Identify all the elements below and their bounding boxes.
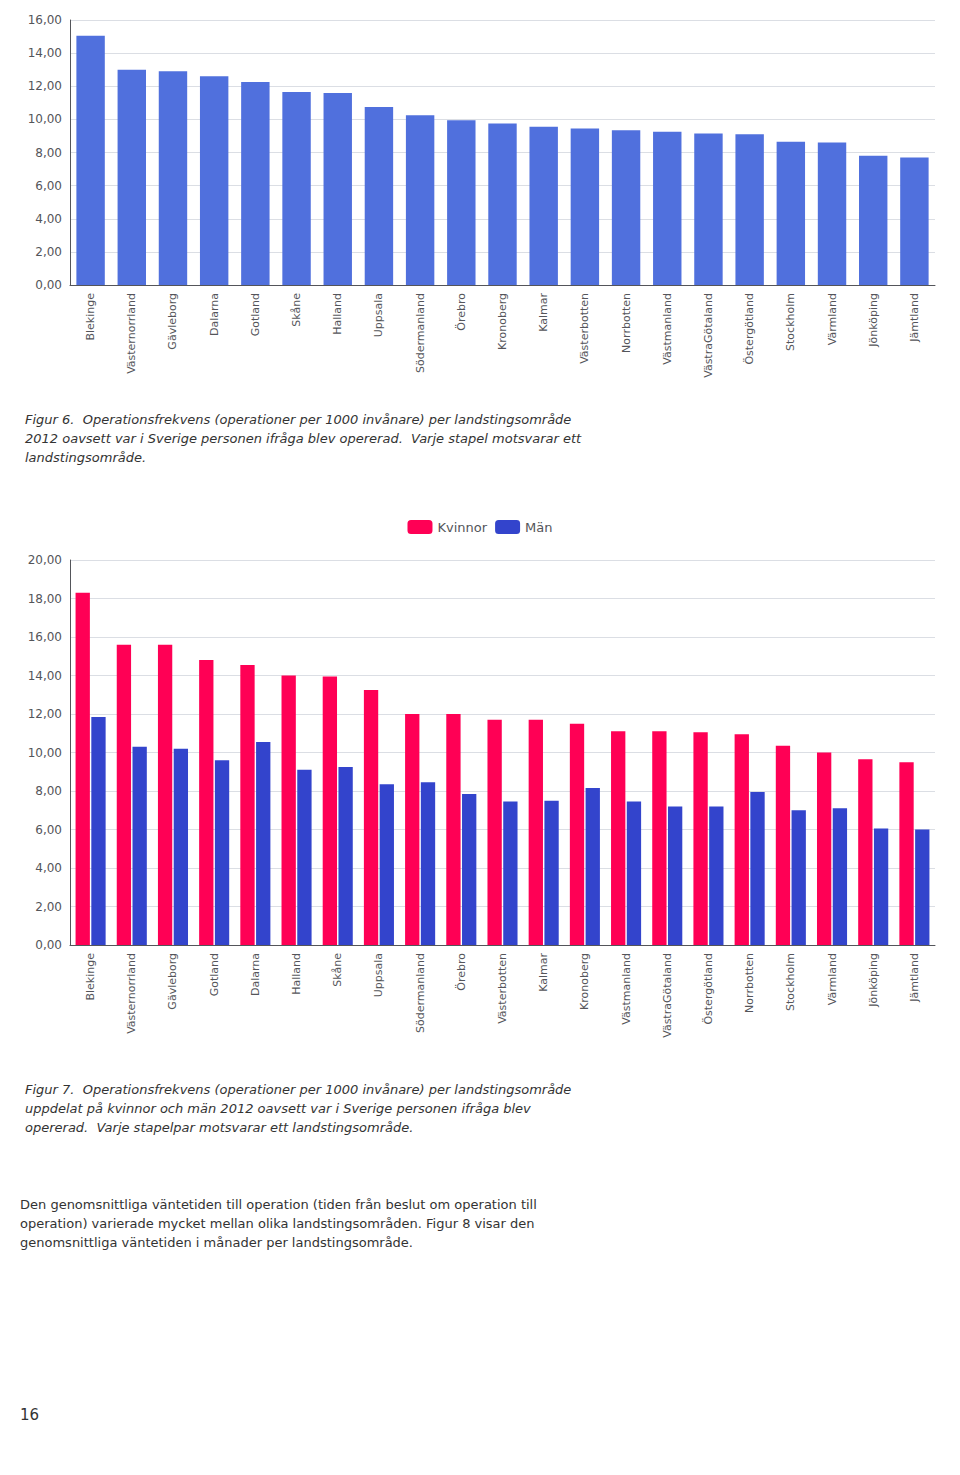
svg-text:Kvinnor: Kvinnor (437, 520, 487, 535)
svg-text:Kronoberg: Kronoberg (496, 293, 509, 350)
svg-text:Figur 6. Operationsfrekvens (: Figur 6. Operationsfrekvens (operationer… (25, 412, 571, 427)
svg-text:Halland: Halland (290, 953, 303, 995)
svg-text:2,00: 2,00 (35, 245, 62, 259)
svg-text:Östergötland: Östergötland (702, 953, 715, 1025)
svg-text:Östergötland: Östergötland (743, 293, 756, 365)
svg-text:Dalarna: Dalarna (249, 953, 262, 996)
svg-text:12,00: 12,00 (28, 707, 62, 721)
svg-text:10,00: 10,00 (28, 746, 62, 760)
svg-text:14,00: 14,00 (28, 46, 62, 60)
svg-text:Skåne: Skåne (290, 293, 303, 327)
svg-text:landstingsområde.: landstingsområde. (25, 450, 146, 465)
svg-text:Gävleborg: Gävleborg (166, 953, 179, 1010)
svg-text:Blekinge: Blekinge (84, 293, 97, 341)
svg-text:Västerbotten: Västerbotten (496, 953, 509, 1024)
svg-text:8,00: 8,00 (35, 146, 62, 160)
svg-text:Västmanland: Västmanland (620, 953, 633, 1025)
svg-text:Uppsala: Uppsala (372, 953, 385, 997)
svg-text:Skåne: Skåne (331, 953, 344, 987)
svg-text:Södermanland: Södermanland (414, 293, 427, 373)
svg-text:20,00: 20,00 (28, 553, 62, 567)
svg-text:Västernorrland: Västernorrland (125, 953, 138, 1034)
svg-text:operation) varierade mycket me: operation) varierade mycket mellan olika… (20, 1216, 535, 1231)
svg-text:16: 16 (20, 1406, 39, 1424)
svg-text:Kalmar: Kalmar (537, 293, 550, 332)
svg-text:Södermanland: Södermanland (414, 953, 427, 1033)
svg-text:16,00: 16,00 (28, 630, 62, 644)
svg-text:Dalarna: Dalarna (208, 293, 221, 336)
svg-text:Män: Män (525, 520, 552, 535)
svg-text:Värmland: Värmland (826, 293, 839, 345)
svg-text:2012 oavsett var i Sverige per: 2012 oavsett var i Sverige personen ifrå… (25, 431, 582, 446)
svg-text:VästraGötaland: VästraGötaland (661, 953, 674, 1038)
svg-text:4,00: 4,00 (35, 212, 62, 226)
svg-text:8,00: 8,00 (35, 784, 62, 798)
svg-text:0,00: 0,00 (35, 938, 62, 952)
svg-text:Figur 7. Operationsfrekvens (: Figur 7. Operationsfrekvens (operationer… (25, 1082, 571, 1097)
svg-text:Norrbotten: Norrbotten (620, 293, 633, 353)
svg-text:uppdelat på kvinnor och män 20: uppdelat på kvinnor och män 2012 oavsett… (25, 1101, 531, 1116)
svg-text:VästraGötaland: VästraGötaland (702, 293, 715, 378)
svg-text:Västernorrland: Västernorrland (125, 293, 138, 374)
svg-text:Jämtland: Jämtland (908, 293, 921, 343)
svg-text:Gotland: Gotland (208, 953, 221, 996)
svg-text:Norrbotten: Norrbotten (743, 953, 756, 1013)
svg-text:Värmland: Värmland (826, 953, 839, 1005)
svg-text:10,00: 10,00 (28, 112, 62, 126)
svg-text:6,00: 6,00 (35, 823, 62, 837)
svg-text:Uppsala: Uppsala (372, 293, 385, 337)
svg-text:Örebro: Örebro (455, 953, 468, 991)
svg-text:Jämtland: Jämtland (908, 953, 921, 1003)
svg-text:12,00: 12,00 (28, 79, 62, 93)
svg-text:6,00: 6,00 (35, 179, 62, 193)
svg-text:Blekinge: Blekinge (84, 953, 97, 1001)
svg-text:opererad. Varje stapelpar mot: opererad. Varje stapelpar motsvarar ett … (25, 1120, 413, 1135)
svg-text:Gotland: Gotland (249, 293, 262, 336)
svg-text:18,00: 18,00 (28, 592, 62, 606)
svg-text:Jönköping: Jönköping (867, 953, 880, 1008)
svg-text:Gävleborg: Gävleborg (166, 293, 179, 350)
svg-text:Kronoberg: Kronoberg (578, 953, 591, 1010)
svg-text:14,00: 14,00 (28, 669, 62, 683)
svg-text:Örebro: Örebro (455, 293, 468, 331)
svg-text:4,00: 4,00 (35, 861, 62, 875)
svg-text:Halland: Halland (331, 293, 344, 335)
svg-text:Den genomsnittliga väntetiden: Den genomsnittliga väntetiden till opera… (20, 1197, 537, 1212)
svg-text:genomsnittliga väntetiden i må: genomsnittliga väntetiden i månader per … (20, 1235, 413, 1250)
svg-text:Västerbotten: Västerbotten (578, 293, 591, 364)
svg-text:2,00: 2,00 (35, 900, 62, 914)
svg-text:0,00: 0,00 (35, 278, 62, 292)
svg-text:Jönköping: Jönköping (867, 293, 880, 348)
svg-text:Kalmar: Kalmar (537, 953, 550, 992)
svg-text:Stockholm: Stockholm (784, 953, 797, 1011)
svg-text:Västmanland: Västmanland (661, 293, 674, 365)
svg-text:16,00: 16,00 (28, 13, 62, 27)
svg-text:Stockholm: Stockholm (784, 293, 797, 351)
